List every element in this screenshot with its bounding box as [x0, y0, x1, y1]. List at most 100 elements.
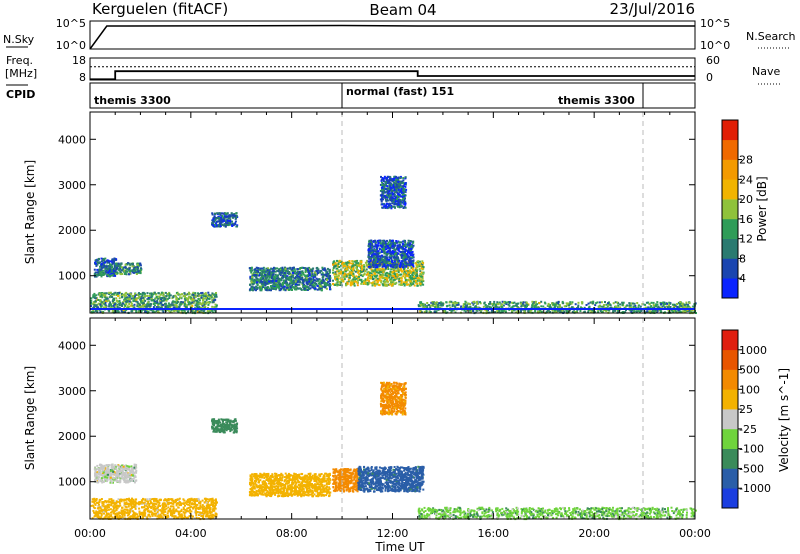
echo-cell: [390, 204, 393, 207]
echo-cell: [336, 283, 339, 286]
echo-cell: [359, 272, 362, 275]
echo-cell: [363, 279, 365, 282]
echo-cell: [249, 269, 252, 272]
echo-cell: [272, 283, 275, 286]
echo-cell: [132, 271, 135, 274]
echo-cell: [362, 282, 365, 284]
echo-cell: [407, 249, 410, 252]
echo-cell: [380, 178, 383, 181]
echo-cell: [377, 283, 380, 286]
echo-cell: [289, 273, 292, 276]
echo-cell: [187, 293, 190, 295]
echo-cell: [307, 286, 310, 289]
echo-cell: [394, 258, 397, 261]
echo-cell: [175, 304, 178, 307]
echo-cell: [429, 304, 432, 307]
echo-cell: [342, 263, 344, 266]
echo-cell: [378, 265, 381, 268]
echo-cell: [559, 306, 562, 309]
echo-cell: [183, 303, 186, 305]
echo-cell: [282, 276, 285, 279]
echo-cell: [279, 274, 282, 277]
echo-cell: [113, 267, 116, 270]
echo-cell: [375, 279, 378, 282]
echo-cell: [103, 293, 106, 296]
echo-cell: [317, 279, 320, 282]
echo-cell: [119, 273, 122, 276]
echo-cell: [385, 206, 388, 209]
echo-cell: [295, 272, 298, 275]
echo-cell: [343, 274, 346, 277]
echo-cell: [382, 191, 385, 194]
echo-cell: [303, 283, 306, 286]
echo-cell: [380, 242, 383, 245]
echo-cell: [123, 311, 126, 314]
echo-cell: [380, 184, 383, 187]
echo-cell: [104, 267, 107, 270]
echo-cell: [282, 268, 285, 271]
echo-cell: [381, 177, 384, 179]
echo-cell: [313, 279, 315, 282]
echo-cell: [250, 278, 253, 281]
echo-cell: [143, 303, 146, 306]
echo-cell: [414, 271, 417, 274]
echo-cell: [211, 309, 214, 312]
echo-cell: [100, 260, 103, 263]
echo-cell: [398, 244, 401, 247]
echo-cell: [273, 275, 276, 278]
echo-cell: [179, 293, 182, 296]
echo-cell: [349, 262, 352, 265]
echo-cell: [279, 271, 282, 274]
echo-cell: [369, 249, 371, 252]
echo-cell: [421, 262, 424, 264]
echo-cell: [367, 274, 370, 277]
echo-cell: [500, 309, 503, 312]
echo-cell: [213, 295, 216, 298]
echo-cell: [397, 271, 400, 274]
echo-cell: [179, 296, 182, 299]
echo-cell: [372, 281, 375, 284]
echo-cell: [571, 301, 574, 304]
echo-cell: [168, 292, 171, 295]
echo-cell: [547, 302, 550, 305]
echo-cell: [183, 292, 186, 295]
echo-cell: [362, 268, 365, 271]
echo-cell: [644, 306, 647, 309]
echo-cell: [284, 282, 287, 285]
echo-cell: [399, 182, 402, 185]
echo-cell: [120, 303, 123, 306]
echo-cell: [392, 241, 395, 244]
echo-cell: [223, 216, 226, 219]
echo-cell: [101, 296, 104, 299]
echo-cell: [92, 294, 95, 297]
echo-cell: [507, 303, 510, 306]
echo-cell: [369, 263, 372, 266]
echo-cell: [176, 299, 179, 302]
echo-cell: [104, 301, 107, 304]
echo-cell: [264, 284, 267, 287]
echo-cell: [127, 306, 130, 309]
echo-cell: [382, 242, 385, 245]
echo-cell: [289, 275, 292, 278]
echo-cell: [100, 265, 103, 268]
echo-cell: [112, 293, 115, 296]
echo-cell: [320, 269, 323, 272]
echo-cell: [404, 277, 407, 280]
echo-cell: [249, 288, 251, 291]
echo-cell: [277, 278, 280, 281]
echo-cell: [404, 183, 406, 186]
echo-cell: [270, 267, 273, 270]
echo-cell: [372, 274, 375, 277]
echo-cell: [136, 271, 139, 274]
echo-cell: [124, 266, 127, 269]
echo-cell: [369, 244, 372, 246]
echo-cell: [272, 274, 275, 277]
nsearch-tick-top: 10^5: [700, 17, 730, 30]
echo-cell: [132, 300, 135, 303]
echo-cell: [393, 250, 395, 253]
echo-cell: [268, 271, 271, 274]
echo-cell: [383, 187, 386, 190]
echo-cell: [283, 279, 286, 282]
echo-cell: [392, 193, 395, 196]
echo-cell: [407, 241, 410, 244]
